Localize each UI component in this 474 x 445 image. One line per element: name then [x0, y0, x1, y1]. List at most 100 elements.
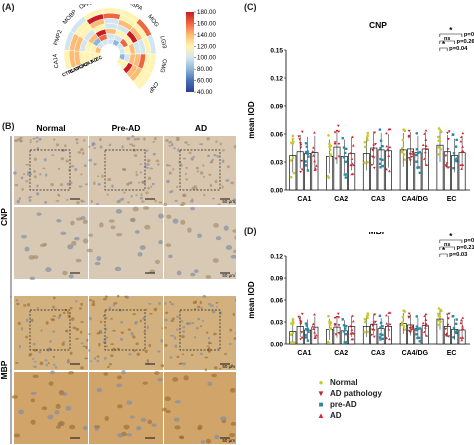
data-point — [423, 330, 426, 333]
cell-dot — [147, 176, 152, 180]
cell-dot — [207, 381, 213, 387]
data-point — [418, 327, 421, 330]
cell-dot — [235, 332, 236, 335]
data-point — [461, 131, 465, 135]
cell-dot — [54, 365, 58, 369]
cell-dot — [39, 173, 42, 176]
data-point — [306, 152, 309, 156]
data-point — [454, 158, 457, 161]
chart-title: MBP — [369, 232, 388, 236]
cell-dot — [179, 362, 183, 365]
cell-dot — [130, 332, 134, 336]
cell-dot — [176, 328, 179, 331]
data-point — [313, 331, 316, 334]
cell-dot — [168, 164, 172, 167]
data-point — [381, 145, 384, 148]
cell-dot — [174, 199, 178, 202]
panel-b-label: (B) — [2, 121, 15, 131]
cell-dot — [197, 426, 202, 431]
cell-dot — [60, 231, 67, 236]
cell-dot — [75, 258, 82, 263]
cell-dot — [79, 148, 84, 152]
cell-dot — [45, 321, 49, 325]
y-tick-label: 0.03 — [270, 320, 283, 327]
cell-dot — [164, 326, 167, 329]
x-tick-label: CA1 — [297, 350, 311, 357]
cell-dot — [133, 138, 137, 141]
cell-dot — [91, 300, 96, 303]
cell-dot — [144, 224, 151, 230]
x-tick-label: CA3 — [371, 350, 385, 357]
data-point — [438, 315, 442, 318]
cell-dot — [207, 154, 211, 158]
data-point — [290, 141, 293, 145]
data-point — [363, 320, 367, 324]
cell-dot — [132, 206, 139, 212]
cell-dot — [176, 270, 182, 276]
cell-dot — [194, 269, 199, 273]
data-point — [415, 328, 418, 332]
cell-dot — [93, 163, 97, 166]
cell-dot — [73, 236, 80, 241]
cell-dot — [136, 137, 140, 141]
cnp-bar-chart: CNP mean IOD 0.00 0.03 0.06 0.09 0.12 0.15 CA1 CA… — [247, 20, 474, 203]
cell-dot — [93, 147, 97, 150]
cell-dot — [29, 141, 32, 144]
cell-dot — [140, 193, 143, 197]
cell-dot — [221, 185, 224, 189]
data-point — [370, 328, 374, 332]
data-point — [437, 319, 440, 322]
cell-dot — [205, 274, 212, 279]
data-point — [306, 329, 309, 332]
data-point — [388, 322, 392, 326]
cell-dot — [83, 425, 88, 431]
cell-dot — [42, 167, 46, 170]
cell-dot — [234, 271, 236, 275]
cell-dot — [233, 337, 236, 340]
cell-dot — [182, 157, 186, 160]
cell-dot — [210, 304, 214, 308]
cell-dot — [77, 150, 82, 154]
cell-dot — [99, 145, 103, 149]
data-point — [313, 166, 317, 170]
cell-dot — [232, 229, 236, 233]
data-point — [415, 153, 418, 157]
data-point — [337, 316, 341, 319]
cell-dot — [52, 305, 55, 309]
cell-dot — [108, 143, 112, 147]
cell-dot — [16, 302, 20, 306]
cell-dot — [166, 214, 172, 219]
data-point — [387, 311, 391, 314]
cell-dot — [139, 171, 142, 174]
cell-dot — [59, 183, 64, 187]
data-point — [454, 322, 458, 326]
cell-dot — [139, 163, 143, 165]
data-point — [417, 166, 421, 169]
data-point — [311, 322, 315, 325]
cell-dot — [123, 424, 130, 430]
y-tick-label: 0.09 — [270, 276, 283, 283]
cell-dot — [134, 321, 139, 324]
cell-dot — [177, 148, 180, 152]
cell-dot — [41, 406, 48, 411]
cell-dot — [18, 196, 21, 201]
micrograph-background — [164, 136, 236, 205]
data-point — [402, 153, 406, 156]
cell-dot — [88, 158, 93, 162]
data-point — [425, 147, 429, 150]
cell-dot — [55, 200, 60, 202]
cell-dot — [106, 193, 109, 196]
cell-dot — [168, 254, 173, 259]
cell-dot — [157, 350, 161, 353]
cell-dot — [96, 332, 101, 335]
cell-dot — [70, 220, 75, 226]
data-point — [344, 332, 348, 336]
cell-dot — [151, 182, 155, 186]
heatmap-cell — [135, 70, 153, 90]
data-point — [416, 327, 420, 330]
cell-dot — [207, 302, 212, 306]
data-point — [345, 324, 348, 328]
cell-dot — [145, 166, 149, 169]
legend-item-pre-ad: ■ pre-AD — [316, 399, 382, 410]
cell-dot — [79, 307, 82, 310]
